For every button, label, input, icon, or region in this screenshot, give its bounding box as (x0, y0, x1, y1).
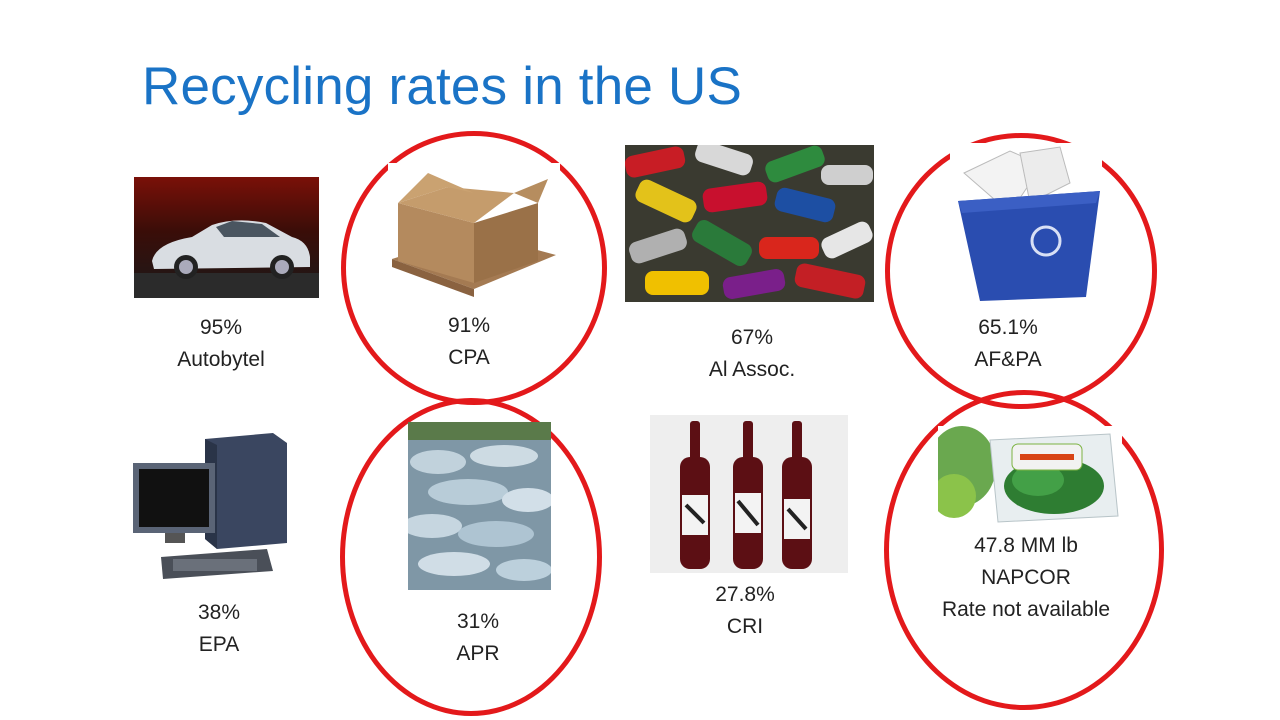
source-text: Al Assoc. (708, 358, 796, 381)
rate-text: 95% (199, 316, 243, 339)
source-text: NAPCOR (981, 566, 1071, 589)
cardboard-image (388, 163, 560, 301)
rate-text: 65.1% (978, 316, 1038, 339)
rate-text: 91% (447, 314, 491, 337)
cans-image (625, 145, 874, 302)
wine-bottles-image (650, 415, 848, 573)
caption-cans: 67% Al Assoc. (709, 322, 795, 386)
caption-computer: 38% EPA (198, 597, 240, 661)
source-text: EPA (198, 633, 240, 656)
plastic-bottles-image (408, 422, 551, 590)
highlight-circle-clamshell (884, 390, 1164, 710)
rate-text: 47.8 MM lb (974, 534, 1078, 557)
source-text: APR (456, 642, 500, 665)
caption-bottles: 31% APR (456, 606, 499, 670)
rate-text: 67% (730, 326, 774, 349)
caption-paper: 65.1% AF&PA (974, 312, 1041, 376)
caption-cardboard: 91% CPA (448, 310, 490, 374)
car-image (134, 177, 319, 298)
caption-car: 95% Autobytel (177, 312, 265, 376)
rate-text: 27.8% (715, 583, 775, 606)
lettuce-clamshell-image (938, 426, 1122, 525)
paper-bin-image (950, 143, 1102, 303)
source-text: CPA (448, 346, 490, 369)
source-text: CRI (726, 615, 764, 638)
rate-text: 38% (197, 601, 241, 624)
slide-title: Recycling rates in the US (142, 57, 743, 116)
source-text: Autobytel (177, 348, 265, 371)
source-text: AF&PA (974, 348, 1042, 371)
highlight-circle-bottles (340, 398, 602, 716)
rate-text: 31% (456, 610, 500, 633)
caption-clamshell: 47.8 MM lb NAPCOR Rate not available (942, 530, 1110, 626)
note-text: Rate not available (941, 598, 1111, 621)
computer-image (133, 433, 288, 585)
caption-wine: 27.8% CRI (715, 579, 775, 643)
